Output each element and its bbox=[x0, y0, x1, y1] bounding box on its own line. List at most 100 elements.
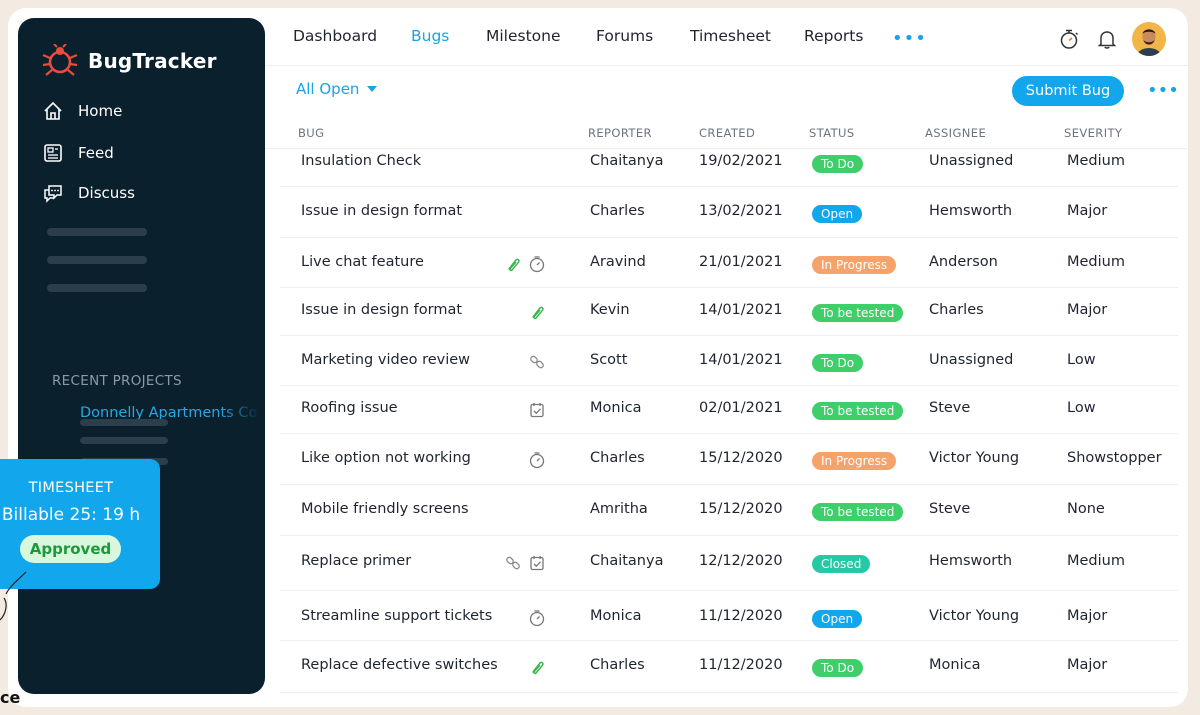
bug-title[interactable]: Roofing issue bbox=[301, 400, 398, 416]
attachment-icon[interactable] bbox=[504, 255, 522, 273]
table-row[interactable]: Issue in design format Kevin 14/01/2021 Cha… bbox=[280, 287, 1178, 336]
task-icon[interactable] bbox=[528, 554, 546, 572]
table-row[interactable]: Roofing issue Monica 02/01/2021 Steve Low To … bbox=[280, 385, 1178, 434]
sidebar-item-home[interactable]: Home bbox=[42, 100, 122, 122]
column-header-assignee[interactable]: ASSIGNEE bbox=[925, 126, 987, 140]
status-badge[interactable]: To be tested bbox=[812, 304, 904, 322]
created-date-cell: 15/12/2020 bbox=[699, 501, 783, 517]
bug-title[interactable]: Replace primer bbox=[301, 553, 412, 569]
sidebar-item-feed[interactable]: Feed bbox=[42, 142, 114, 164]
status-badge[interactable]: To be tested bbox=[812, 503, 904, 521]
sidebar-item-discuss[interactable]: Discuss bbox=[42, 182, 135, 204]
caret-down-icon bbox=[367, 86, 378, 92]
assignee-cell: Victor Young bbox=[929, 450, 1020, 466]
tab-bugs[interactable]: Bugs bbox=[411, 27, 450, 45]
tab-timesheet[interactable]: Timesheet bbox=[690, 27, 771, 45]
assignee-cell: Hemsworth bbox=[929, 553, 1013, 569]
table-row[interactable]: Streamline support tickets Monica 11/12/20… bbox=[280, 590, 1178, 641]
created-date-cell: 15/12/2020 bbox=[699, 450, 783, 466]
timer-icon[interactable] bbox=[528, 609, 546, 627]
table-row[interactable]: Insulation Check Chaitanya 19/02/2021 Unass… bbox=[280, 149, 1178, 187]
status-badge[interactable]: To be tested bbox=[812, 402, 904, 420]
bug-title[interactable]: Streamline support tickets bbox=[301, 608, 493, 624]
feed-icon bbox=[44, 144, 62, 162]
bug-title[interactable]: Live chat feature bbox=[301, 254, 424, 270]
column-header-status[interactable]: STATUS bbox=[809, 126, 855, 140]
reporter-cell: Chaitanya bbox=[590, 553, 664, 569]
severity-cell: Medium bbox=[1067, 553, 1125, 569]
assignee-cell: Unassigned bbox=[929, 153, 1014, 169]
link-icon[interactable] bbox=[528, 353, 546, 371]
severity-cell: Major bbox=[1067, 203, 1108, 219]
table-row[interactable]: Marketing video review Scott 14/01/2021 Una… bbox=[280, 335, 1178, 386]
sidebar-item-label: Feed bbox=[78, 144, 114, 162]
reporter-cell: Charles bbox=[590, 657, 645, 673]
status-badge[interactable]: Open bbox=[812, 205, 863, 223]
submit-bug-button[interactable]: Submit Bug bbox=[1012, 76, 1124, 106]
created-date-cell: 14/01/2021 bbox=[699, 352, 783, 368]
status-badge[interactable]: In Progress bbox=[812, 452, 897, 470]
filter-dropdown[interactable]: All Open bbox=[296, 80, 378, 98]
timesheet-title: TIMESHEET bbox=[28, 480, 114, 496]
tab-milestone[interactable]: Milestone bbox=[486, 27, 561, 45]
table-row[interactable]: Issue in design format Charles 13/02/2021 H… bbox=[280, 186, 1178, 238]
attachment-icon[interactable] bbox=[528, 658, 546, 676]
timer-icon[interactable] bbox=[528, 451, 546, 469]
link-icon[interactable] bbox=[504, 554, 522, 572]
bug-title[interactable]: Issue in design format bbox=[301, 302, 463, 318]
assignee-cell: Steve bbox=[929, 400, 971, 416]
status-badge[interactable]: To Do bbox=[812, 354, 864, 372]
stopwatch-icon[interactable] bbox=[1058, 28, 1080, 50]
user-avatar-icon bbox=[1132, 22, 1166, 56]
table-row[interactable]: Replace primer Chaitanya 12/12/2020 Hemswor… bbox=[280, 535, 1178, 591]
table-row[interactable]: Live chat feature Aravind 21/01/2021 Anders… bbox=[280, 237, 1178, 288]
bug-title[interactable]: Insulation Check bbox=[301, 153, 422, 169]
bug-title[interactable]: Issue in design format bbox=[301, 203, 463, 219]
brand[interactable]: BugTracker bbox=[42, 44, 217, 78]
recent-project-item[interactable]: Donnelly Apartments Co bbox=[80, 405, 260, 421]
tab-reports[interactable]: Reports bbox=[804, 27, 864, 45]
status-badge[interactable]: In Progress bbox=[812, 256, 897, 274]
column-header-created[interactable]: CREATED bbox=[699, 126, 756, 140]
more-actions-button[interactable]: ••• bbox=[1147, 80, 1179, 101]
column-header-reporter[interactable]: REPORTER bbox=[588, 126, 652, 140]
reporter-cell: Charles bbox=[590, 450, 645, 466]
severity-cell: Low bbox=[1067, 352, 1096, 368]
bug-title[interactable]: Like option not working bbox=[301, 450, 471, 466]
status-badge[interactable]: To Do bbox=[812, 659, 864, 677]
severity-cell: Showstopper bbox=[1067, 450, 1162, 466]
created-date-cell: 12/12/2020 bbox=[699, 553, 783, 569]
bug-title[interactable]: Marketing video review bbox=[301, 352, 471, 368]
table-row[interactable]: Replace defective switches Charles 11/12/2… bbox=[280, 640, 1178, 693]
attachment-icon[interactable] bbox=[528, 303, 546, 321]
placeholder-bar bbox=[47, 284, 147, 292]
status-badge[interactable]: Open bbox=[812, 610, 863, 628]
brand-name: BugTracker bbox=[88, 49, 217, 73]
column-header-bug[interactable]: BUG bbox=[298, 126, 325, 140]
task-icon[interactable] bbox=[528, 401, 546, 419]
timesheet-card[interactable]: TIMESHEET Billable 25: 19 h Approved bbox=[0, 459, 160, 589]
placeholder-bar bbox=[80, 437, 168, 444]
status-badge[interactable]: To Do bbox=[812, 155, 864, 173]
tab-forums[interactable]: Forums bbox=[596, 27, 654, 45]
table-row[interactable]: Mobile friendly screens Amritha 15/12/2020… bbox=[280, 484, 1178, 536]
status-badge[interactable]: Closed bbox=[812, 555, 871, 573]
severity-cell: Major bbox=[1067, 302, 1108, 318]
severity-cell: Major bbox=[1067, 608, 1108, 624]
bug-title[interactable]: Replace defective switches bbox=[301, 657, 498, 673]
avatar[interactable] bbox=[1132, 22, 1166, 56]
column-header-severity[interactable]: SEVERITY bbox=[1064, 126, 1123, 140]
assignee-cell: Anderson bbox=[929, 254, 998, 270]
reporter-cell: Monica bbox=[590, 400, 642, 416]
tab-dashboard[interactable]: Dashboard bbox=[293, 27, 378, 45]
created-date-cell: 11/12/2020 bbox=[699, 657, 783, 673]
home-icon bbox=[44, 101, 62, 120]
bell-icon[interactable] bbox=[1096, 28, 1118, 50]
more-tabs-button[interactable]: ••• bbox=[892, 28, 927, 49]
bug-title[interactable]: Mobile friendly screens bbox=[301, 501, 469, 517]
severity-cell: Major bbox=[1067, 657, 1108, 673]
timer-icon[interactable] bbox=[528, 255, 546, 273]
header-divider bbox=[265, 148, 1188, 149]
table-row[interactable]: Like option not working Charles 15/12/2020… bbox=[280, 433, 1178, 485]
sidebar-item-label: Home bbox=[78, 102, 123, 120]
